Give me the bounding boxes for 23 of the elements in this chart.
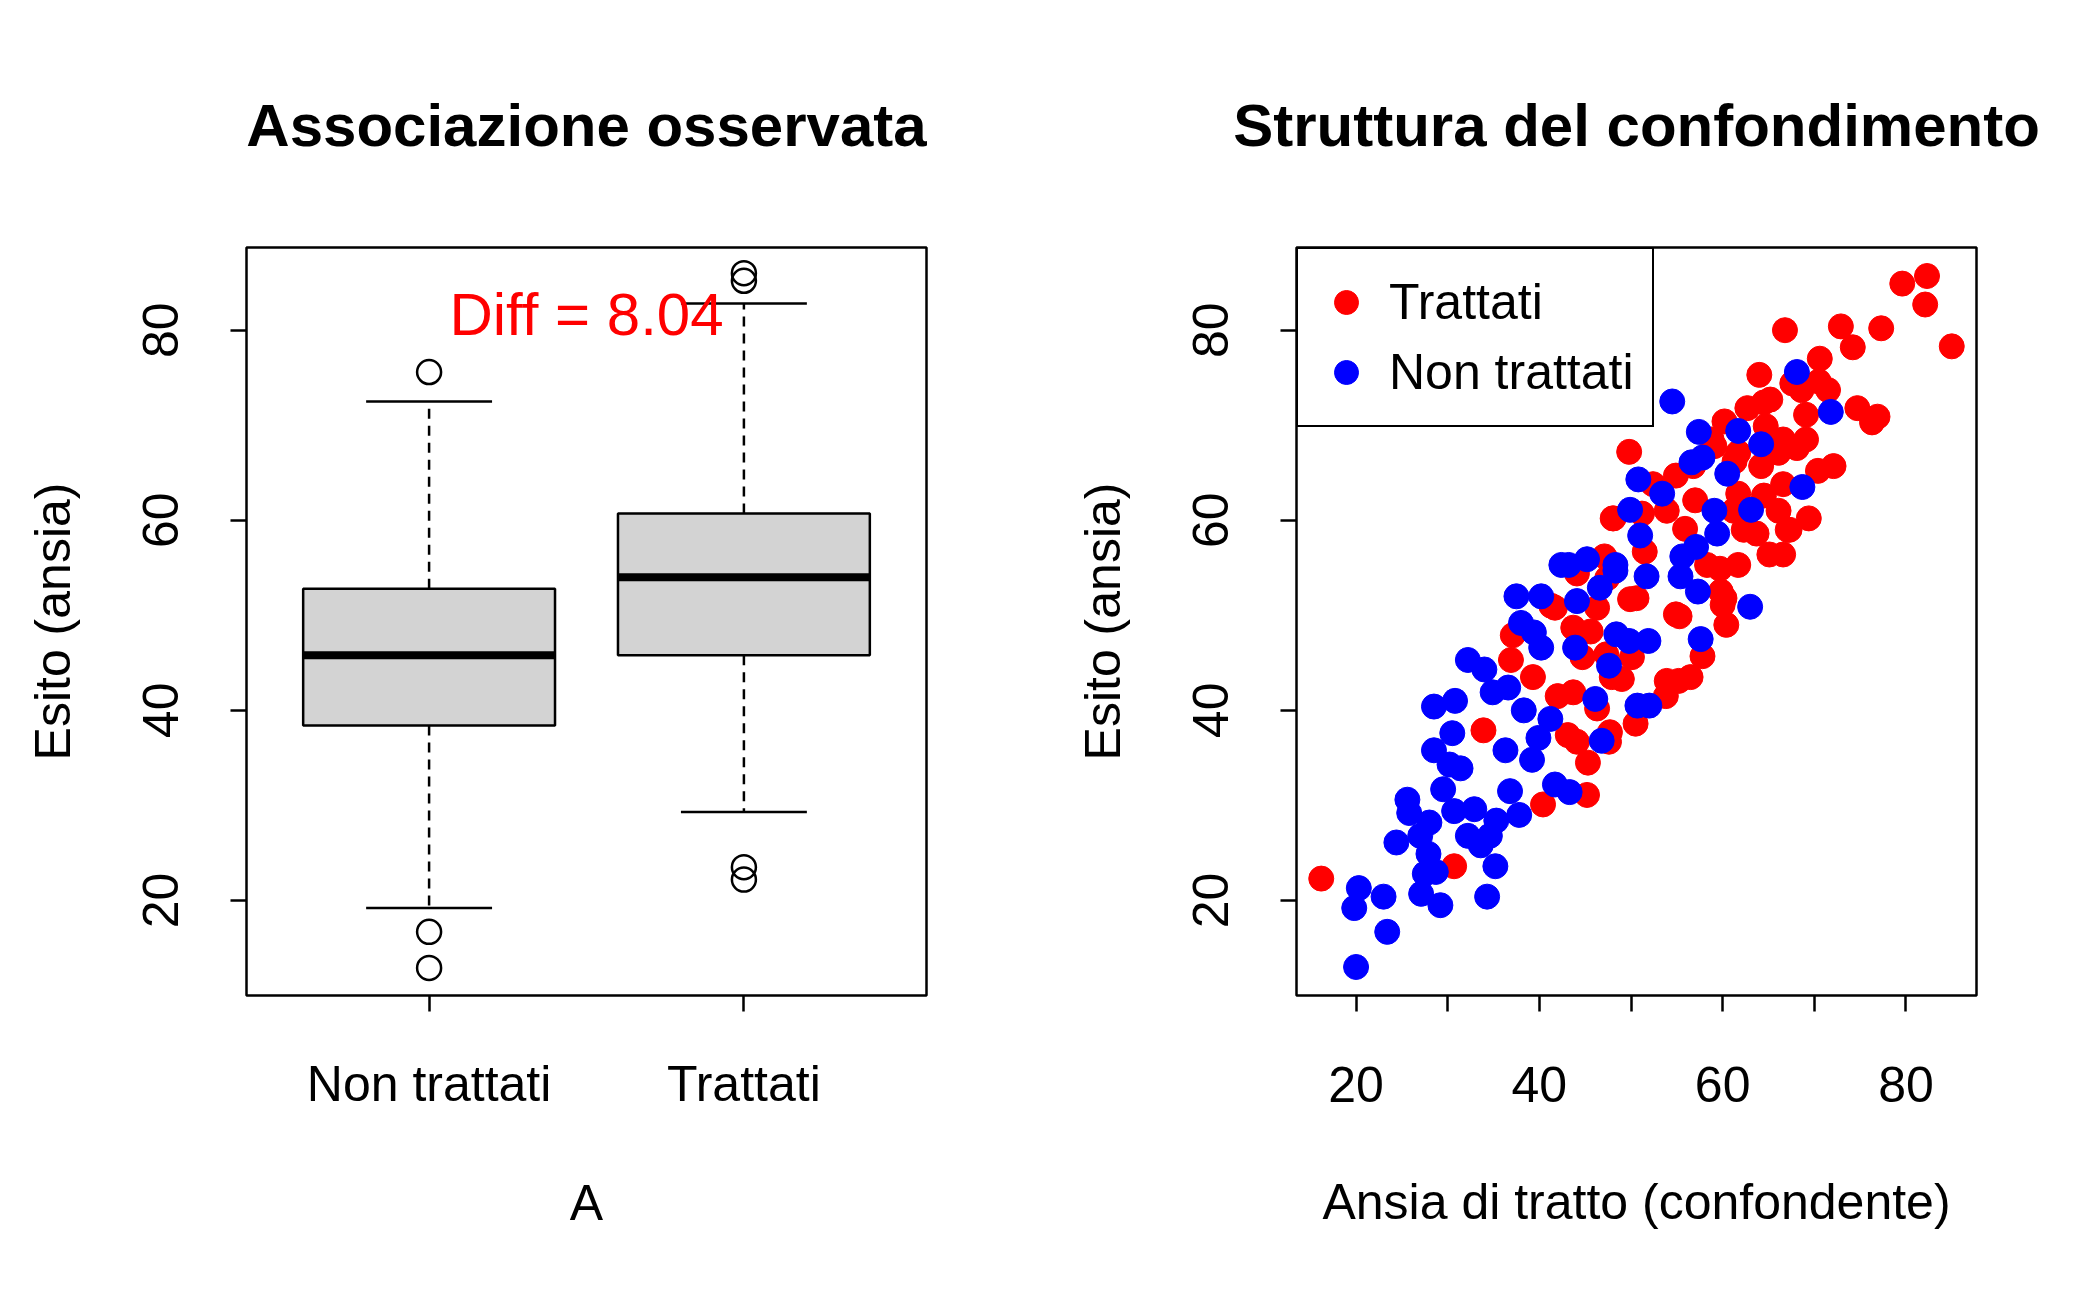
x-tick-label: 80	[1878, 1056, 1934, 1113]
annotation: Diff = 8.04	[449, 281, 724, 349]
x-tick-label: Non trattati	[306, 1055, 552, 1112]
legend-label: Non trattati	[1389, 343, 1634, 402]
x-tick-label: 20	[1328, 1056, 1384, 1113]
x-axis-title: A	[569, 1174, 604, 1231]
x-axis-title: Ansia di tratto (confondente)	[1322, 1173, 1951, 1230]
legend-label: Trattati	[1389, 273, 1543, 332]
y-tick-label: 60	[1183, 492, 1240, 549]
x-tick-label: 60	[1694, 1056, 1751, 1113]
y-tick-label: 80	[133, 302, 190, 358]
y-tick-label: 20	[133, 872, 190, 929]
chart-title: Associazione osservata	[246, 91, 928, 159]
y-axis-title: Esito (ansia)	[1074, 482, 1131, 761]
y-tick-label: 40	[133, 682, 190, 739]
y-tick-label: 20	[1183, 872, 1240, 929]
y-tick-label: 60	[133, 492, 190, 549]
x-tick-label: Trattati	[667, 1055, 821, 1112]
x-tick-label: 40	[1511, 1056, 1568, 1113]
y-axis-title: Esito (ansia)	[24, 482, 81, 761]
y-tick-label: 40	[1183, 682, 1240, 739]
y-tick-label: 80	[1183, 302, 1240, 358]
chart-title: Struttura del confondimento	[1233, 91, 2040, 159]
